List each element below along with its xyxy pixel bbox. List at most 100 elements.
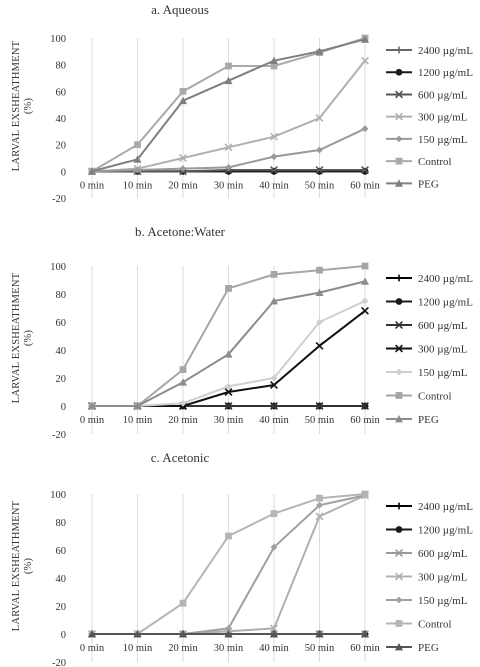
x-tick-label: 40 min bbox=[259, 415, 289, 426]
y-axis-label: LARVAL EXSHEATHMENT bbox=[11, 500, 22, 631]
legend-entry: 1200 µg/mL bbox=[386, 296, 473, 308]
y-tick-label: -20 bbox=[52, 430, 66, 441]
legend-marker bbox=[395, 90, 403, 99]
y-tick-label: 100 bbox=[50, 34, 66, 45]
legend-label: 300 µg/mL bbox=[418, 112, 468, 124]
y-tick-label: 80 bbox=[56, 290, 67, 301]
data-point bbox=[315, 166, 324, 174]
chart-panel-3: c. Acetonic LARVAL EXSHEATHMENT (%) -20 0 20 4… bbox=[11, 450, 473, 667]
data-point bbox=[179, 87, 187, 95]
y-tick-label: 40 bbox=[56, 114, 67, 125]
data-point bbox=[270, 374, 278, 382]
chart-panel-2: b. Acetone:Water LARVAL EXSHEATHMENT (%) -2… bbox=[11, 224, 473, 441]
data-point bbox=[224, 350, 233, 358]
data-point bbox=[316, 146, 323, 154]
data-point bbox=[361, 402, 369, 410]
legend-entry: 150 µg/mL bbox=[386, 595, 468, 607]
legend-label: Control bbox=[418, 390, 452, 402]
data-point bbox=[224, 388, 233, 396]
legend-label: 2400 µg/mL bbox=[418, 501, 473, 513]
y-tick-label: -20 bbox=[52, 658, 66, 667]
data-point bbox=[179, 599, 187, 607]
data-point bbox=[361, 166, 369, 174]
y-axis-unit: (%) bbox=[23, 558, 34, 575]
data-point bbox=[179, 165, 187, 173]
legend-entry: 150 µg/mL bbox=[386, 134, 468, 146]
data-point bbox=[88, 167, 96, 175]
x-tick-label: 30 min bbox=[214, 643, 244, 654]
data-point bbox=[225, 383, 232, 390]
legend-entry: 300 µg/mL bbox=[386, 571, 468, 583]
legend-marker bbox=[395, 642, 403, 651]
legend-entry: 1200 µg/mL bbox=[386, 67, 473, 79]
data-point bbox=[224, 76, 233, 85]
legend-entry: Control bbox=[386, 618, 452, 630]
legend-entry: Control bbox=[386, 156, 452, 168]
legend-entry: 2400 µg/mL bbox=[386, 501, 473, 513]
data-point bbox=[361, 125, 369, 133]
series-5 bbox=[88, 125, 369, 175]
x-tick-label: 60 min bbox=[350, 180, 380, 191]
x-tick-label: 50 min bbox=[305, 415, 335, 426]
data-point bbox=[179, 154, 187, 162]
data-point bbox=[315, 512, 324, 521]
data-point bbox=[315, 114, 324, 122]
data-point bbox=[133, 402, 142, 410]
data-point bbox=[88, 630, 96, 638]
series-7 bbox=[88, 35, 369, 175]
legend-marker bbox=[395, 157, 403, 165]
legend-label: PEG bbox=[418, 414, 439, 426]
chart-title: a. Aqueous bbox=[151, 2, 209, 17]
legend-label: 300 µg/mL bbox=[418, 343, 468, 355]
legend-marker bbox=[395, 274, 403, 282]
data-point bbox=[316, 494, 323, 502]
y-tick-label: 20 bbox=[56, 141, 67, 152]
y-tick-label: 20 bbox=[56, 374, 67, 385]
data-point bbox=[270, 271, 278, 278]
y-tick-label: 0 bbox=[61, 630, 66, 641]
legend-entry: PEG bbox=[386, 178, 439, 190]
y-tick-label: 100 bbox=[50, 490, 66, 501]
y-tick-label: 80 bbox=[56, 518, 67, 529]
x-tick-label: 10 min bbox=[123, 415, 153, 426]
legend-marker bbox=[395, 572, 403, 581]
x-tick-label: 0 min bbox=[80, 643, 105, 654]
legend-label: PEG bbox=[418, 178, 439, 190]
legend-marker bbox=[395, 135, 403, 143]
data-point bbox=[361, 262, 369, 270]
data-point bbox=[270, 624, 278, 633]
data-point bbox=[315, 402, 324, 410]
data-point bbox=[270, 132, 278, 141]
x-tick-label: 50 min bbox=[305, 643, 335, 654]
legend-label: Control bbox=[418, 156, 452, 168]
data-point bbox=[224, 630, 233, 638]
legend-marker bbox=[395, 321, 403, 329]
series-7 bbox=[88, 277, 369, 410]
data-point bbox=[361, 306, 369, 315]
legend-marker bbox=[395, 620, 403, 627]
legend-entry: 2400 µg/mL bbox=[386, 273, 473, 285]
legend-marker bbox=[395, 414, 403, 423]
legend-label: 600 µg/mL bbox=[418, 320, 468, 332]
data-point bbox=[316, 318, 323, 326]
legend-label: 150 µg/mL bbox=[418, 595, 468, 607]
legend-entry: PEG bbox=[386, 414, 439, 426]
data-point bbox=[270, 630, 278, 638]
legend-entry: 300 µg/mL bbox=[386, 343, 468, 355]
y-axis-unit: (%) bbox=[23, 98, 34, 115]
data-point bbox=[316, 266, 323, 274]
legend-marker bbox=[395, 179, 403, 187]
y-axis-label: LARVAL EXSHEATHMENT bbox=[11, 40, 22, 171]
legend-label: 600 µg/mL bbox=[418, 548, 468, 560]
y-tick-label: 0 bbox=[61, 167, 66, 178]
y-tick-label: 60 bbox=[56, 318, 67, 329]
chart-title: c. Acetonic bbox=[151, 450, 210, 465]
legend-marker bbox=[395, 298, 403, 305]
legend-marker bbox=[395, 46, 403, 54]
data-point bbox=[315, 288, 324, 296]
x-tick-label: 20 min bbox=[168, 180, 198, 191]
data-point bbox=[361, 630, 369, 638]
data-point bbox=[361, 297, 369, 305]
data-point bbox=[270, 381, 278, 389]
